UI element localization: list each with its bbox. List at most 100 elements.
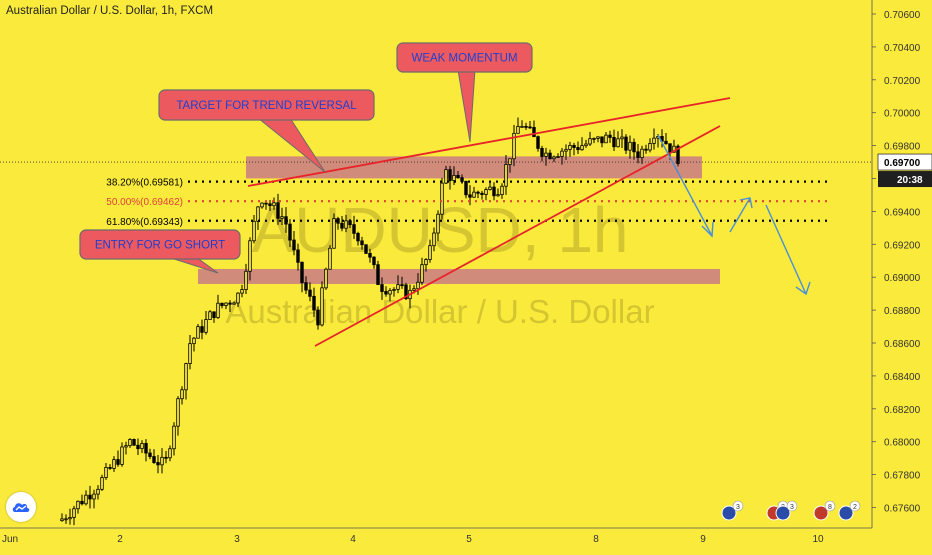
candle-body bbox=[316, 309, 320, 326]
candle-body bbox=[168, 448, 172, 459]
candle-body bbox=[200, 326, 204, 333]
candle-body bbox=[616, 138, 620, 148]
candle-body bbox=[380, 284, 384, 292]
weak-momentum-callout-box bbox=[396, 42, 533, 73]
fib-level-label: 38.20%(0.69581) bbox=[106, 178, 183, 189]
candle-body bbox=[152, 456, 156, 463]
candle-body bbox=[212, 311, 216, 319]
candle-body bbox=[428, 245, 432, 260]
candle-body bbox=[488, 186, 492, 190]
candle-body bbox=[412, 288, 416, 291]
candle-body bbox=[468, 194, 472, 198]
candle-body bbox=[500, 185, 504, 196]
candle-body bbox=[572, 145, 576, 148]
entry-callout-text: ENTRY FOR GO SHORT bbox=[95, 240, 225, 252]
candle-body bbox=[384, 291, 388, 295]
candle-body bbox=[320, 287, 324, 326]
candle-body bbox=[496, 194, 500, 197]
candle-body bbox=[452, 174, 456, 181]
cloud-logo-icon bbox=[12, 503, 30, 512]
entry-callout: ENTRY FOR GO SHORT bbox=[79, 229, 241, 274]
candle-body bbox=[84, 494, 88, 505]
candle-body bbox=[104, 467, 108, 478]
event-badge-us-3-icon bbox=[813, 505, 829, 521]
candle-body bbox=[400, 284, 404, 287]
candle-body bbox=[252, 220, 256, 242]
candle-body bbox=[444, 169, 448, 184]
weak-momentum-callout-pointer bbox=[457, 69, 476, 143]
candle-body bbox=[420, 264, 424, 283]
candle-body bbox=[632, 141, 636, 153]
candle-body bbox=[508, 158, 512, 165]
projection-arrow-1-head bbox=[701, 221, 714, 238]
projection-arrow-1 bbox=[657, 134, 713, 237]
current-price-box bbox=[877, 153, 932, 171]
candle-body bbox=[576, 147, 580, 151]
candle-body bbox=[232, 302, 236, 305]
candle-body bbox=[620, 136, 624, 140]
event-badge-au-2-count-bg bbox=[849, 500, 861, 512]
target-callout-text: TARGET FOR TREND REVERSAL bbox=[176, 100, 357, 112]
candle-body bbox=[368, 252, 372, 258]
candle-body bbox=[240, 289, 244, 294]
countdown-box bbox=[878, 171, 932, 188]
time-tick-label: 10 bbox=[812, 534, 824, 545]
candle-body bbox=[392, 288, 396, 291]
candle-body bbox=[376, 264, 380, 285]
candle-body bbox=[292, 239, 296, 251]
candle-body bbox=[432, 232, 436, 247]
event-badge-au-count-bg bbox=[732, 500, 744, 512]
candle-body bbox=[220, 302, 224, 306]
price-tick-label: 0.69000 bbox=[884, 273, 921, 284]
candle-body bbox=[300, 261, 304, 284]
candle-body bbox=[308, 289, 312, 297]
candle-body bbox=[484, 189, 488, 195]
candle-body bbox=[416, 281, 420, 290]
countdown-label: 20:38 bbox=[897, 175, 923, 186]
candle-body bbox=[132, 439, 136, 446]
candle-body bbox=[228, 302, 232, 305]
candle-body bbox=[668, 143, 672, 153]
candle-body bbox=[396, 284, 400, 290]
candle-body bbox=[448, 169, 452, 181]
candle-body bbox=[108, 467, 112, 469]
candle-body bbox=[564, 149, 568, 152]
candle-body bbox=[332, 218, 336, 249]
fib-level-label: 50.00%(0.69462) bbox=[106, 197, 183, 208]
event-badge-au-icon bbox=[721, 505, 737, 521]
price-tick-label: 0.67600 bbox=[884, 504, 921, 515]
candle-body bbox=[552, 156, 556, 160]
upper-trendline bbox=[247, 97, 731, 187]
candle-body bbox=[464, 180, 468, 196]
projection-arrow-2 bbox=[729, 197, 751, 233]
candle-body bbox=[124, 445, 128, 448]
tradingview-logo[interactable] bbox=[6, 492, 36, 522]
price-tick-label: 0.68400 bbox=[884, 372, 921, 383]
candle-body bbox=[272, 202, 276, 207]
candle-body bbox=[372, 256, 376, 266]
target-callout-box bbox=[158, 89, 375, 121]
candle-body bbox=[644, 148, 648, 151]
projection-arrow-3-head bbox=[795, 281, 811, 296]
price-tick-label: 0.70600 bbox=[884, 10, 921, 21]
candle-body bbox=[472, 191, 476, 198]
projection-arrow-2-head bbox=[739, 197, 753, 209]
candle-body bbox=[184, 363, 188, 391]
candle-body bbox=[344, 220, 348, 229]
candle-body bbox=[144, 443, 148, 454]
candle-body bbox=[600, 136, 604, 144]
weak-momentum-callout-text: WEAK MOMENTUM bbox=[411, 53, 517, 65]
candle-body bbox=[340, 222, 344, 229]
chart-title: Australian Dollar / U.S. Dollar, 1h, FXC… bbox=[6, 5, 214, 17]
candle-body bbox=[360, 240, 364, 246]
candle-body bbox=[636, 151, 640, 159]
candle-body bbox=[364, 244, 368, 254]
candle-body bbox=[608, 134, 612, 138]
candle-body bbox=[596, 136, 600, 139]
event-badge-us-2-count-bg bbox=[786, 500, 798, 512]
event-badge-au: 3 bbox=[721, 500, 744, 521]
candle-body bbox=[492, 186, 496, 197]
event-badge-us-2-count: 3 bbox=[790, 504, 794, 511]
